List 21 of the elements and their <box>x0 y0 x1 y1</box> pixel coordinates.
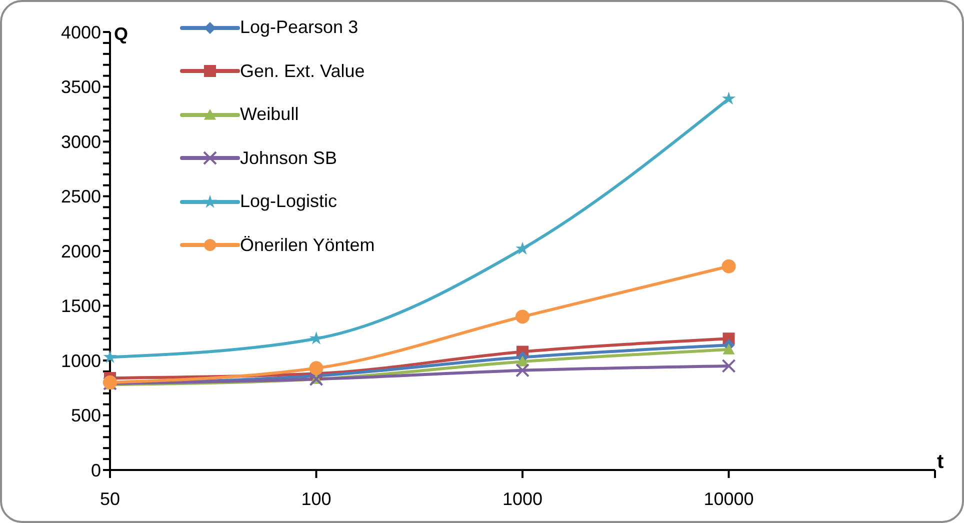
y-tick-label: 3000 <box>60 132 101 152</box>
x-tick-label: 10000 <box>704 488 754 509</box>
y-tick-label: 2500 <box>60 186 101 207</box>
x-axis-title: t <box>937 451 944 473</box>
legend-label: Önerilen Yöntem <box>240 234 375 256</box>
y-tick-label: 1000 <box>60 350 101 371</box>
legend-label: Weibull <box>240 104 299 126</box>
y-tick-label: 1500 <box>60 296 101 316</box>
legend-label: Log-Pearson 3 <box>240 17 358 38</box>
y-axis-title: Q <box>114 24 128 44</box>
x-tick-label: 1000 <box>502 488 543 509</box>
y-tick-label: 0 <box>90 460 101 480</box>
legend-label: Log-Logistic <box>240 191 338 212</box>
legend-label: Johnson SB <box>240 148 338 169</box>
legend-label: Gen. Ext. Value <box>240 60 365 82</box>
y-tick-label: 500 <box>70 406 101 426</box>
y-tick-label: 4000 <box>60 22 101 42</box>
y-tick-label: 2000 <box>60 241 101 262</box>
y-tick-label: 3500 <box>60 77 101 98</box>
x-tick-label: 50 <box>100 488 120 509</box>
x-tick-label: 100 <box>301 488 332 509</box>
